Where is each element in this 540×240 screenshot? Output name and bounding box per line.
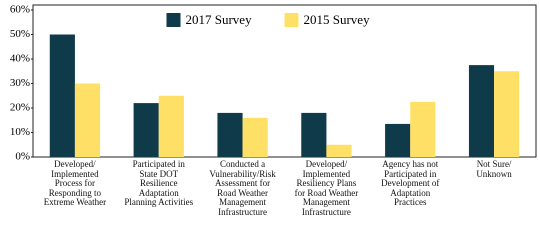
x-tick-label: Conducted a Vulnerability/Risk Assessmen… [209, 159, 276, 217]
y-tick-label: 10% [10, 126, 30, 138]
bar [468, 65, 495, 157]
bar [133, 103, 159, 157]
y-tick-label: 60% [10, 4, 30, 16]
legend-swatch [284, 13, 299, 27]
chart: 0% 10% 20% 30% 40% 50% 60% 2017 Survey 2015 Surv… [10, 4, 537, 217]
chart-svg: 0% 10% 20% 30% 40% 50% 60% 2017 Survey 2015 Surv… [10, 4, 537, 163]
y-tick-label: 0% [15, 151, 30, 163]
legend-swatch [166, 13, 181, 27]
x-tick-label: Agency has not Participated in Developme… [381, 159, 440, 208]
y-tick-label: 40% [10, 53, 30, 65]
x-tick-label: Participated in State DOT Resilience Ada… [124, 159, 194, 208]
x-tick-label: Developed/ Implemented Resiliency Plans … [294, 159, 359, 217]
bar [217, 112, 243, 157]
x-tick-label: Not Sure/ Unknown [476, 159, 512, 179]
bar [326, 144, 352, 157]
bar [158, 95, 184, 157]
y-tick-label: 50% [10, 28, 30, 40]
bar [301, 112, 327, 157]
legend-label: 2017 Survey [186, 12, 253, 27]
plot-frame [32, 4, 537, 158]
x-tick-label: Developed/ Implemented Process for Respo… [43, 159, 107, 208]
legend-label: 2015 Survey [304, 12, 371, 27]
y-tick-label: 30% [10, 77, 30, 89]
bar [494, 71, 520, 157]
bar [410, 101, 436, 157]
y-tick-label: 20% [10, 102, 30, 114]
bar [242, 117, 268, 157]
bar [49, 34, 75, 157]
bar [385, 123, 411, 157]
bar [74, 83, 101, 157]
